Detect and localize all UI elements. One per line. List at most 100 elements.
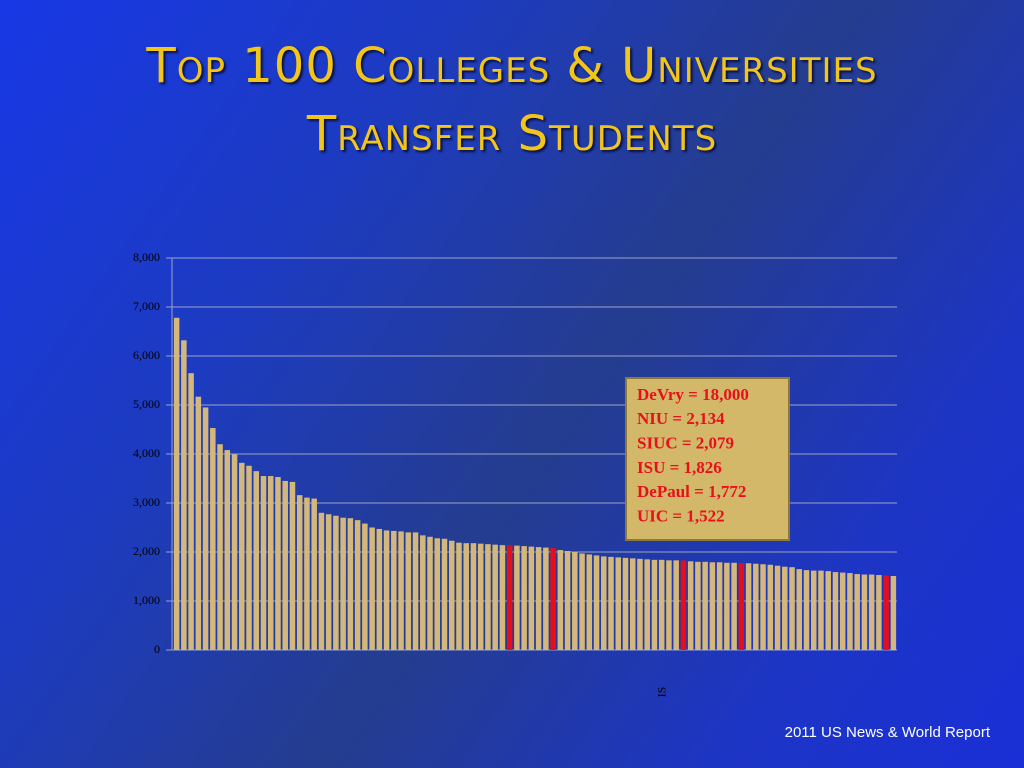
- title-line: Transfer Students: [306, 106, 718, 162]
- bar: [231, 454, 238, 650]
- bar: [195, 396, 202, 650]
- bar: [405, 532, 412, 650]
- bar: [477, 543, 484, 650]
- annotation-line: ISU = 1,826: [637, 458, 722, 477]
- bar: [629, 558, 636, 650]
- bar: [514, 545, 520, 650]
- bar: [224, 450, 231, 650]
- bar: [608, 556, 614, 650]
- bar: [854, 574, 860, 650]
- bar: [188, 373, 194, 650]
- y-tick-label: 1,000: [133, 593, 160, 607]
- bar: [304, 497, 310, 650]
- bar: [572, 552, 578, 650]
- bar: [789, 567, 795, 650]
- bar: [883, 575, 889, 650]
- bar: [825, 571, 831, 650]
- bar: [448, 540, 455, 650]
- bar: [427, 536, 433, 650]
- bar: [412, 532, 419, 650]
- bar: [810, 570, 817, 650]
- bar: [340, 517, 346, 650]
- bar: [702, 561, 708, 650]
- bar: [818, 570, 824, 650]
- bar: [731, 562, 737, 650]
- bar: [687, 561, 694, 650]
- bar: [311, 498, 317, 650]
- annotation-line: UIC = 1,522: [637, 506, 725, 525]
- bar: [593, 555, 600, 650]
- bar: [716, 562, 723, 650]
- annotation-box: [625, 377, 790, 541]
- bar: [644, 559, 650, 650]
- bar: [521, 546, 527, 650]
- bar: [557, 550, 564, 650]
- bar: [318, 512, 325, 650]
- source-note: 2011 US News & World Report: [784, 724, 990, 741]
- bar: [680, 560, 687, 650]
- bar: [803, 570, 810, 650]
- bar: [499, 545, 506, 650]
- bar: [615, 557, 622, 650]
- bar: [847, 573, 853, 650]
- bar: [376, 528, 383, 650]
- annotation-line: NIU = 2,134: [637, 409, 725, 428]
- bar: [774, 565, 781, 650]
- bar: [709, 562, 716, 650]
- bar: [796, 569, 803, 650]
- title-line: Top 100 Colleges & Universities: [146, 38, 878, 94]
- y-tick-label: 4,000: [133, 446, 160, 460]
- annotation-line: DePaul = 1,772: [637, 482, 746, 501]
- bar: [441, 538, 448, 650]
- bar: [275, 477, 281, 650]
- bar: [260, 476, 267, 650]
- bar: [463, 543, 469, 650]
- y-tick-label: 5,000: [133, 397, 160, 411]
- bar: [724, 562, 730, 650]
- bar: [535, 547, 542, 650]
- bar: [861, 574, 868, 650]
- bar: [666, 560, 672, 650]
- bar: [745, 563, 752, 650]
- bar: [253, 471, 260, 650]
- bar: [354, 520, 361, 650]
- x-tick-label: IS: [655, 687, 669, 698]
- bar: [420, 535, 426, 650]
- bar: [832, 572, 839, 650]
- bar: [202, 407, 209, 650]
- bar: [637, 558, 643, 650]
- bar: [289, 481, 296, 650]
- bar: [325, 514, 332, 650]
- bar: [181, 340, 187, 650]
- bar: [543, 547, 549, 650]
- bar: [347, 518, 354, 650]
- bar: [760, 564, 766, 650]
- bar: [239, 462, 245, 650]
- y-tick-label: 7,000: [133, 299, 160, 313]
- bar: [695, 561, 701, 650]
- bar: [383, 530, 390, 650]
- annotation: DeVry = 18,000 NIU = 2,134 SIUC = 2,079 ISU…: [625, 377, 790, 541]
- bar: [492, 544, 498, 650]
- bar: [434, 538, 441, 650]
- bar: [601, 556, 607, 650]
- bar: [362, 523, 368, 650]
- bar: [246, 465, 252, 650]
- bar: [550, 548, 556, 650]
- bar: [839, 572, 846, 650]
- annotation-line: SIUC = 2,079: [637, 434, 734, 453]
- bar: [651, 559, 658, 650]
- bar: [890, 576, 897, 650]
- y-tick-label: 3,000: [133, 495, 160, 509]
- y-tick-label: 6,000: [133, 348, 160, 362]
- bar: [528, 546, 535, 650]
- bar: [391, 530, 397, 650]
- bar: [173, 317, 180, 650]
- bar: [868, 574, 875, 650]
- bar: [506, 545, 513, 650]
- bar: [673, 560, 679, 650]
- bar: [398, 531, 404, 650]
- bar: [658, 559, 665, 650]
